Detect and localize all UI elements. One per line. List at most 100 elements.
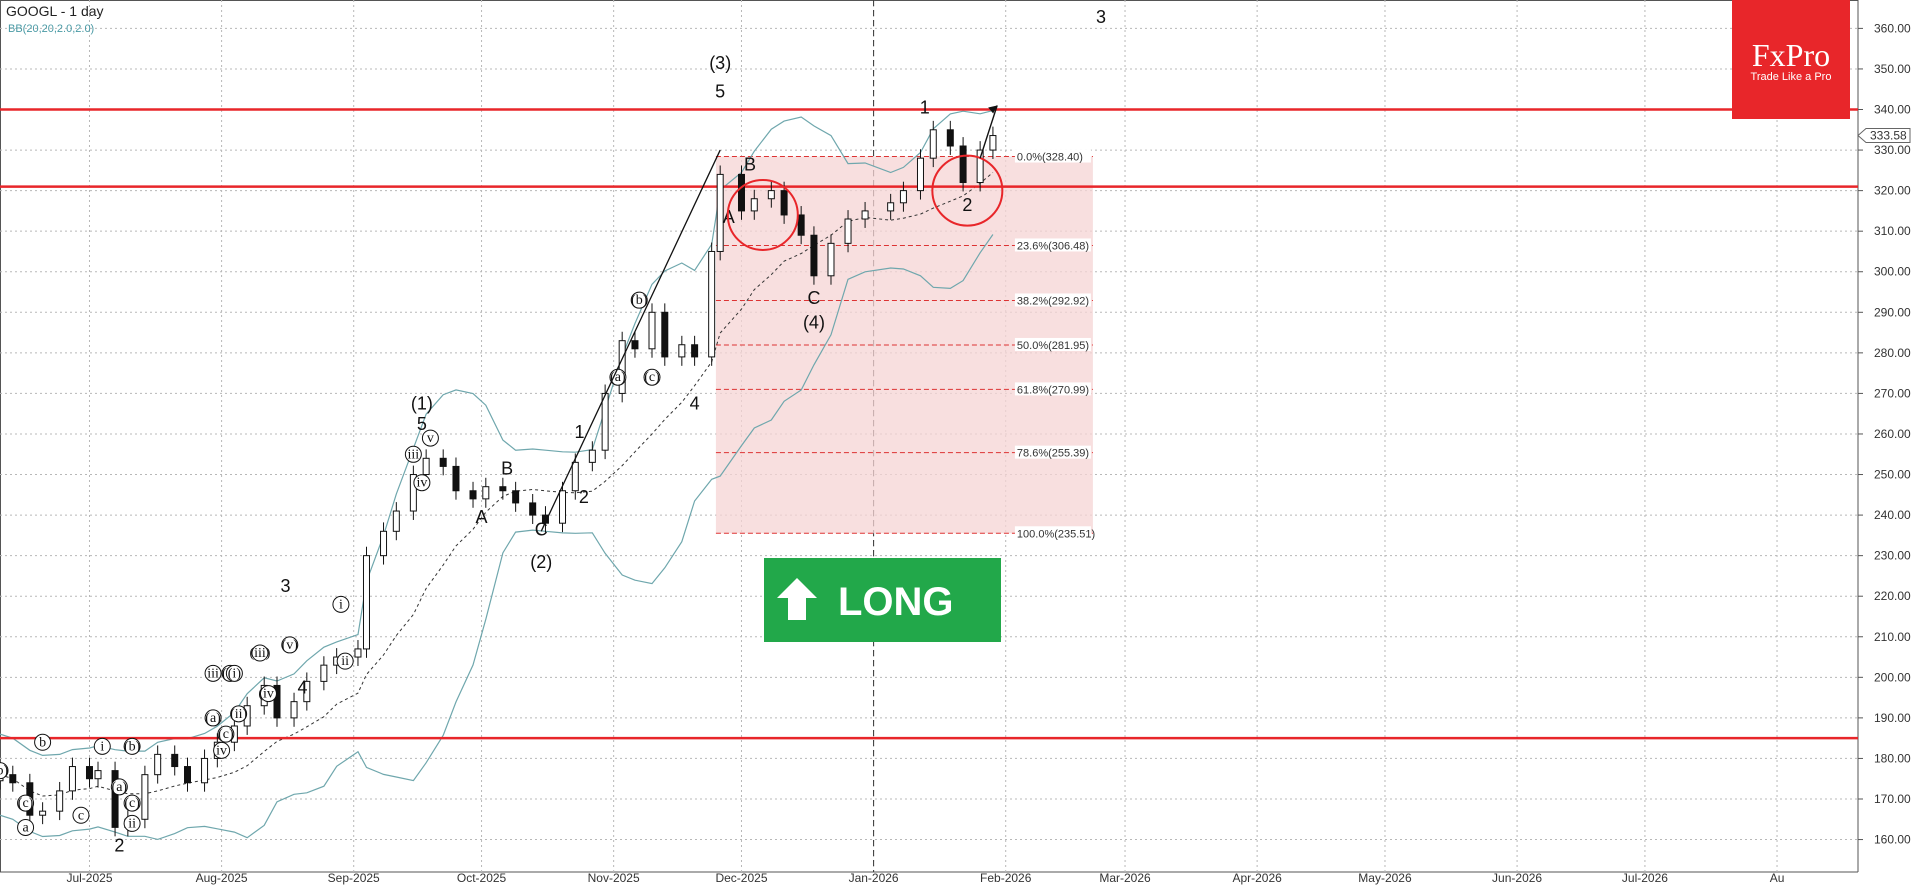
x-tick-label: Dec-2025 — [715, 871, 767, 885]
wave-label-small: i — [339, 597, 343, 612]
x-axis: Jul-2025 Aug-2025 Sep-2025 Oct-2025 Nov-2025… — [66, 871, 1784, 885]
candle-body — [184, 766, 192, 784]
wave-label-circle — [213, 741, 231, 759]
wave-label: (2) — [530, 552, 552, 572]
wave-label: (4) — [803, 313, 825, 333]
candle-body — [797, 214, 805, 236]
highlight-circle — [931, 154, 1004, 227]
wave-label-circle — [251, 644, 269, 662]
wave-label-small: (a) — [610, 370, 626, 385]
wave-label-small: (b) — [631, 293, 648, 308]
candle-body — [354, 648, 362, 658]
wave-label-circle — [123, 737, 141, 755]
candle-body — [916, 157, 924, 192]
candle-body — [588, 449, 596, 463]
projection-arrow-line — [979, 105, 998, 159]
candle-body — [631, 340, 639, 350]
candle-body — [767, 190, 775, 200]
wave-label-small: (b) — [0, 764, 8, 779]
wave-label: C — [807, 288, 820, 308]
wave-label-circle — [123, 814, 141, 832]
x-tick-label: Feb-2026 — [980, 871, 1032, 885]
wave-label-circle — [217, 725, 235, 743]
fib-level-label: 23.6%(306.48) — [1017, 240, 1089, 252]
y-tick-label: 360.00 — [1874, 21, 1911, 35]
candle-body — [320, 664, 328, 682]
wave-label-small: (iii) — [249, 646, 270, 661]
wave-label-small: iv — [216, 743, 227, 758]
candle-body — [39, 810, 47, 816]
y-tick-label: 160.00 — [1874, 833, 1911, 847]
fib-level-label: 100.0%(235.51) — [1017, 528, 1095, 540]
y-tick-label: 260.00 — [1874, 427, 1911, 441]
x-tick-label: May-2026 — [1358, 871, 1412, 885]
wave-label-circle — [332, 595, 350, 613]
candle-body — [171, 753, 179, 768]
y-tick-label: 310.00 — [1874, 224, 1911, 238]
candle-body — [499, 486, 507, 492]
bollinger-bands — [0, 110, 994, 841]
candle-body — [601, 392, 609, 451]
highlight-circle — [726, 178, 799, 251]
candle-body — [392, 510, 400, 532]
candle-body — [737, 173, 745, 212]
corner-wave-label: 3 — [1096, 7, 1106, 27]
wave-label: 2 — [114, 836, 124, 856]
candle-body — [780, 190, 788, 216]
candle-body — [201, 757, 209, 784]
fib-level-label: 0.0%(328.40) — [1017, 152, 1083, 164]
candle-body — [409, 474, 417, 512]
y-tick-label: 340.00 — [1874, 103, 1911, 117]
fib-label-bg — [1014, 526, 1091, 540]
wave-label-small: (i) — [228, 666, 242, 681]
y-tick-label: 290.00 — [1874, 305, 1911, 319]
candle-body — [844, 218, 852, 244]
fib-label-bg — [1014, 445, 1091, 459]
x-tick-label: Jul-2025 — [66, 871, 112, 885]
wave-label-circle — [259, 685, 277, 703]
candle-body — [571, 461, 579, 492]
x-tick-label: Mar-2026 — [1099, 871, 1151, 885]
candle-body — [959, 145, 967, 184]
wave-label-small: a — [22, 820, 29, 835]
logo-background — [1732, 0, 1850, 119]
y-tick-label: 300.00 — [1874, 265, 1911, 279]
wave-label-circle — [630, 291, 648, 309]
candle-body — [303, 680, 311, 703]
wave-label-circle — [230, 705, 248, 723]
wave-label-circle — [225, 664, 243, 682]
x-tick-label: Nov-2025 — [588, 871, 640, 885]
y-tick-label: 250.00 — [1874, 468, 1911, 482]
wave-label-small: (c) — [644, 370, 660, 385]
wave-label: 5 — [417, 414, 427, 434]
candle-body — [512, 490, 520, 504]
candle-body — [678, 344, 686, 358]
candle-body — [976, 149, 984, 184]
wave-label: 5 — [715, 81, 725, 101]
candle-body — [154, 753, 162, 776]
fib-level-label: 61.8%(270.99) — [1017, 384, 1089, 396]
candle-body — [380, 530, 388, 557]
y-tick-label: 350.00 — [1874, 62, 1911, 76]
y-tick-label: 220.00 — [1874, 589, 1911, 603]
candle-body — [899, 190, 907, 204]
y-tick-label: 230.00 — [1874, 549, 1911, 563]
x-tick-label: Oct-2025 — [457, 871, 507, 885]
candle-body — [618, 340, 626, 394]
candle-body — [482, 486, 490, 500]
x-tick-label: Jul-2026 — [1622, 871, 1668, 885]
wave-label-small: iii — [207, 666, 219, 681]
wave-label-circle — [72, 806, 90, 824]
candle-body — [691, 344, 699, 358]
lower-band — [0, 234, 994, 841]
last-price-label: 333.58 — [1870, 129, 1907, 143]
y-tick-label: 240.00 — [1874, 508, 1911, 522]
y-tick-label: 280.00 — [1874, 346, 1911, 360]
wave-label-small: c — [78, 808, 84, 823]
wave-label-circle — [0, 762, 9, 780]
long-signal-badge: LONG — [764, 558, 1001, 642]
brand-tagline: Trade Like a Pro — [1751, 71, 1832, 83]
x-tick-label: Sep-2025 — [328, 871, 380, 885]
candle-body — [141, 774, 149, 820]
wave-label-small: (c) — [124, 796, 140, 811]
